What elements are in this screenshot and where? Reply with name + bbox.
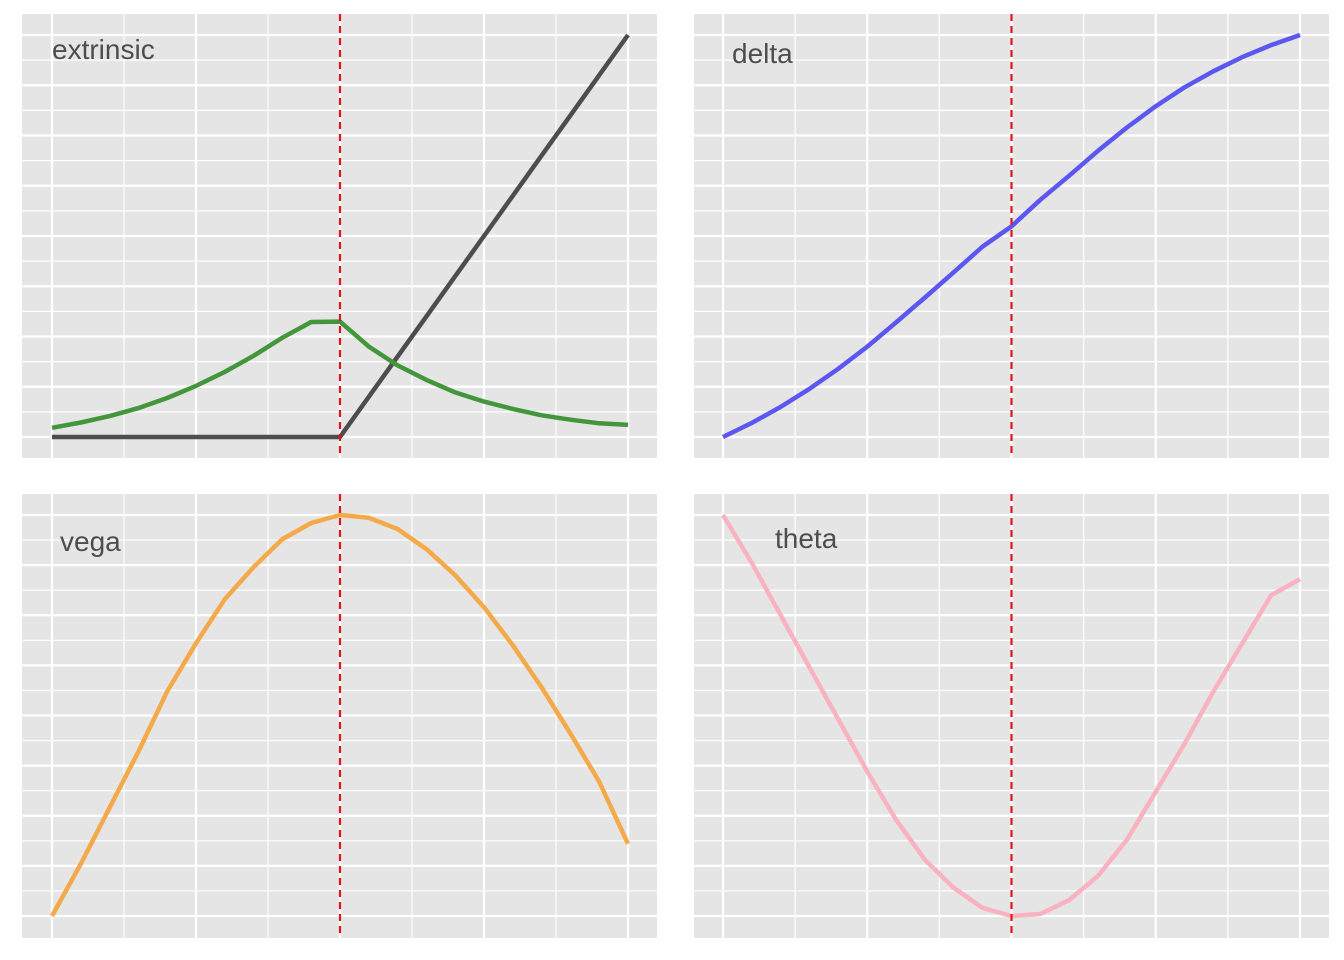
panel-theta: theta: [694, 494, 1329, 938]
panel-title-extrinsic: extrinsic: [52, 34, 155, 65]
panel-extrinsic: extrinsic: [22, 14, 657, 458]
plot-area-vega: [22, 494, 657, 938]
panel-vega: vega: [22, 494, 657, 938]
panel-delta: delta: [694, 14, 1329, 458]
plot-area-delta: [694, 14, 1329, 458]
plot-area-theta: [694, 494, 1329, 938]
series-line-extrinsic-1: [51, 319, 629, 431]
series-line-vega-0: [50, 512, 631, 918]
panel-title-theta: theta: [775, 523, 838, 554]
series-line-delta-0: [722, 32, 1301, 440]
plot-area-extrinsic: [22, 14, 657, 458]
panel-title-vega: vega: [60, 526, 121, 557]
panel-title-delta: delta: [732, 38, 793, 69]
